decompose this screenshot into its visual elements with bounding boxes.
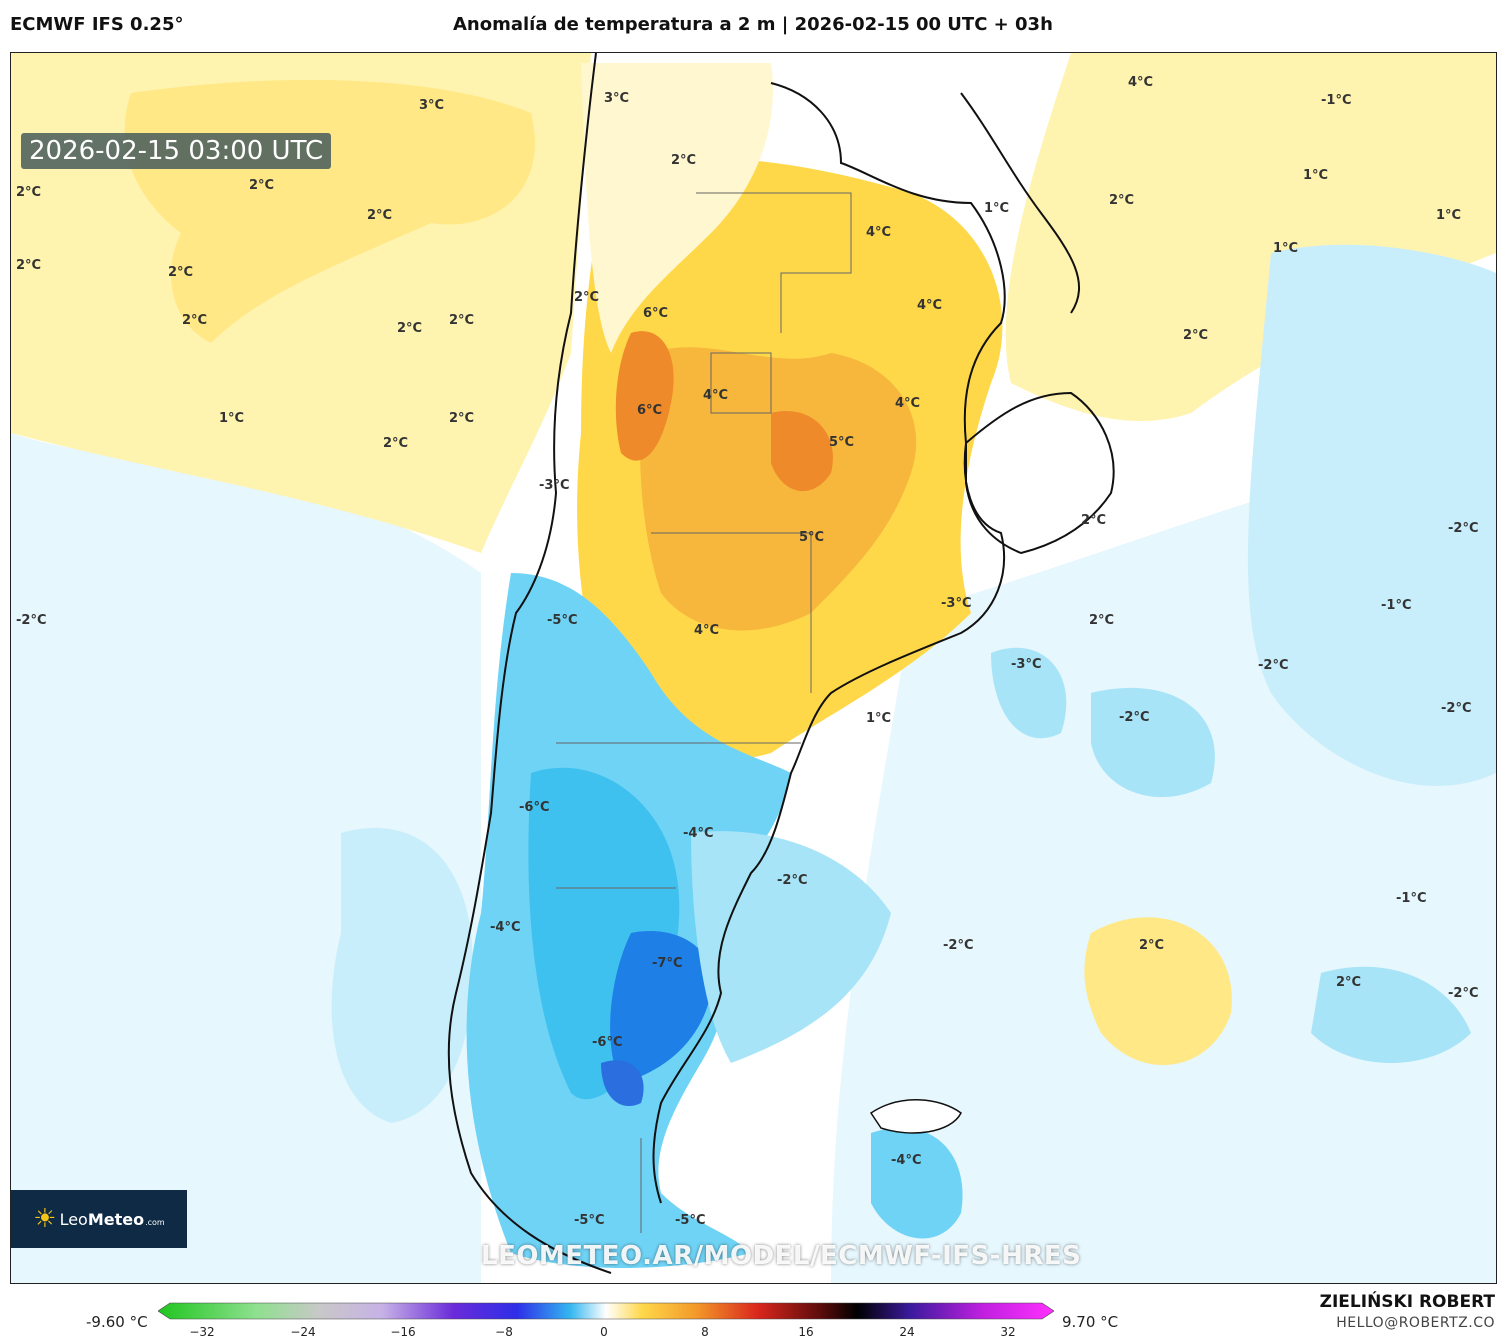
contour-label: 2°C [168, 265, 194, 280]
contour-label: 2°C [249, 178, 275, 193]
contour-label: 1°C [219, 411, 245, 426]
contour-label: -3°C [941, 596, 972, 611]
contour-label: 1°C [1273, 241, 1299, 256]
anomaly-map [11, 53, 1496, 1283]
contour-label: 1°C [866, 711, 892, 726]
contour-label: 6°C [643, 306, 669, 321]
contour-label: 2°C [367, 208, 393, 223]
contour-label: 2°C [1089, 613, 1115, 628]
contour-label: 2°C [1081, 513, 1107, 528]
colorbar [158, 1302, 1054, 1320]
contour-label: 2°C [449, 411, 475, 426]
contour-label: 5°C [799, 530, 825, 545]
contour-label: -6°C [592, 1035, 623, 1050]
contour-label: -5°C [547, 613, 578, 628]
contour-label: -3°C [539, 478, 570, 493]
contour-label: -3°C [1011, 657, 1042, 672]
contour-label: -1°C [1381, 598, 1412, 613]
legend-tick: 16 [798, 1325, 814, 1339]
legend-tick: −16 [390, 1325, 416, 1339]
contour-label: 2°C [16, 258, 42, 273]
legend-tick: 32 [1000, 1325, 1016, 1339]
contour-label: 6°C [637, 403, 663, 418]
contour-label: 2°C [182, 313, 208, 328]
logo-suffix: .com [145, 1217, 165, 1227]
contour-label: 3°C [419, 98, 445, 113]
contour-label: 4°C [1128, 75, 1154, 90]
legend-tick: 0 [600, 1325, 608, 1339]
contour-label: -4°C [683, 826, 714, 841]
contour-label: -7°C [652, 956, 683, 971]
legend-tick: 24 [899, 1325, 915, 1339]
valid-time-badge: 2026-02-15 03:00 UTC [21, 133, 332, 169]
author-email[interactable]: HELLO@ROBERTZ.CO [1336, 1315, 1495, 1331]
contour-label: 4°C [703, 388, 729, 403]
model-name: ECMWF IFS 0.25° [10, 14, 184, 35]
contour-label: -2°C [16, 613, 47, 628]
legend-tick: −32 [189, 1325, 215, 1339]
contour-label: -5°C [574, 1213, 605, 1228]
contour-label: 2°C [671, 153, 697, 168]
logo-brand: LeoMeteo [59, 1209, 145, 1229]
contour-label: 2°C [1336, 975, 1362, 990]
legend-tick: −8 [495, 1325, 513, 1339]
contour-label: -1°C [1396, 891, 1427, 906]
sun-icon: ☀ [33, 1204, 57, 1234]
contour-label: 4°C [694, 623, 720, 638]
contour-label: -1°C [1321, 93, 1352, 108]
author-name: ZIELIŃSKI ROBERT [1319, 1292, 1495, 1312]
contour-label: -4°C [891, 1153, 922, 1168]
contour-label: -2°C [1258, 658, 1289, 673]
contour-label: 2°C [383, 436, 409, 451]
contour-label: 2°C [449, 313, 475, 328]
contour-label: 2°C [1183, 328, 1209, 343]
contour-label: -2°C [943, 938, 974, 953]
source-url[interactable]: LEOMETEO.AR/MODEL/ECMWF-IFS-HRES [481, 1241, 1082, 1271]
contour-label: 4°C [917, 298, 943, 313]
legend-tick: −24 [290, 1325, 316, 1339]
contour-label: 2°C [397, 321, 423, 336]
contour-label: -4°C [490, 920, 521, 935]
contour-label: -6°C [519, 800, 550, 815]
contour-label: 1°C [1436, 208, 1462, 223]
contour-label: 1°C [984, 201, 1010, 216]
contour-label: 4°C [895, 396, 921, 411]
contour-label: 2°C [1139, 938, 1165, 953]
contour-label: 2°C [1109, 193, 1135, 208]
contour-label: 3°C [604, 91, 630, 106]
contour-label: -2°C [777, 873, 808, 888]
legend-min-label: -9.60 °C [86, 1313, 148, 1331]
contour-label: -2°C [1448, 521, 1479, 536]
contour-label: -2°C [1448, 986, 1479, 1001]
chart-title: Anomalía de temperatura a 2 m | 2026-02-… [453, 14, 1053, 35]
leometeo-logo[interactable]: ☀ LeoMeteo .com [11, 1190, 187, 1248]
contour-label: -2°C [1441, 701, 1472, 716]
contour-label: 1°C [1303, 168, 1329, 183]
contour-label: 2°C [574, 290, 600, 305]
map-panel: 2026-02-15 03:00 UTC 3°C 2°C 2°C 2°C 2°C… [10, 52, 1497, 1284]
contour-label: 2°C [16, 185, 42, 200]
legend-tick: 8 [701, 1325, 709, 1339]
contour-label: -2°C [1119, 710, 1150, 725]
contour-label: 4°C [866, 225, 892, 240]
legend-max-label: 9.70 °C [1062, 1313, 1119, 1331]
contour-label: 5°C [829, 435, 855, 450]
contour-label: -5°C [675, 1213, 706, 1228]
